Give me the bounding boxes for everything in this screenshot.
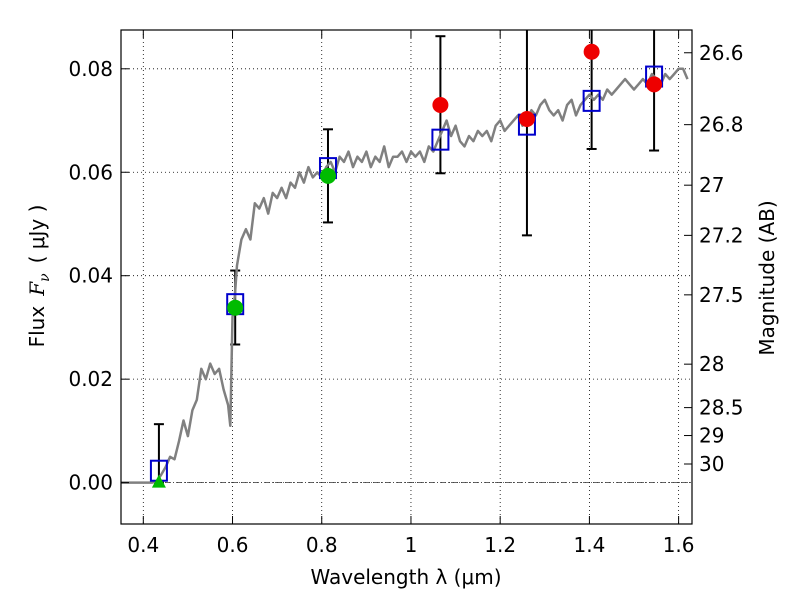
right-tick-label: 29 (699, 424, 724, 448)
right-axis-label: Magnitude (AB) (755, 200, 779, 355)
model-sed-line (121, 67, 689, 484)
data-markers (149, 43, 664, 488)
y-axis-label-subscript: ν (37, 273, 53, 282)
x-tick-label: 0.8 (306, 533, 338, 557)
y-tick-label: 0.04 (68, 264, 113, 288)
y-axis-label-unit: ( μJy ) (25, 205, 49, 264)
x-axis-label: Wavelength λ (μm) (310, 565, 501, 589)
observed-circle (583, 43, 600, 60)
observed-circle (646, 76, 663, 93)
y-tick-label: 0.02 (68, 367, 113, 391)
right-tick-label: 27 (699, 173, 724, 197)
model-band-square (431, 128, 450, 151)
grid (121, 30, 692, 524)
observed-circle (227, 299, 244, 316)
y-tick-label: 0.00 (68, 471, 113, 495)
observed-circle (518, 110, 535, 127)
upper-limit-triangle (151, 474, 166, 488)
right-tick-label: 30 (699, 452, 724, 476)
x-tick-label: 0.4 (127, 533, 159, 557)
right-tick-label: 26.8 (699, 113, 744, 137)
model-band-square (582, 89, 601, 112)
observed-circle (319, 167, 336, 184)
plot-frame (120, 29, 693, 525)
axes: 0.4 0.6 0.8 1 1.2 1.4 1.6 0.00 0.02 0.04 0.06 0.08 2… (68, 30, 744, 557)
y-tick-label: 0.08 (68, 57, 113, 81)
sed-polyline (121, 67, 689, 484)
y-tick-label: 0.06 (68, 160, 113, 184)
x-tick-label: 1.6 (663, 533, 695, 557)
x-tick-label: 1.4 (573, 533, 605, 557)
x-tick-label: 0.6 (217, 533, 249, 557)
right-tick-label: 27.5 (699, 283, 744, 307)
observed-circle (432, 97, 449, 114)
y-axis-label-prefix: Flux (25, 306, 49, 348)
right-tick-label: 26.6 (699, 41, 744, 65)
right-tick-label: 27.2 (699, 223, 744, 247)
y-axis-label: Flux Fν ( μJy ) (25, 205, 53, 348)
right-tick-label: 28 (699, 352, 724, 376)
y-axis-label-symbol: F (25, 281, 49, 297)
x-tick-label: 1 (405, 533, 418, 557)
right-tick-label: 28.5 (699, 396, 744, 420)
x-tick-label: 1.2 (484, 533, 516, 557)
